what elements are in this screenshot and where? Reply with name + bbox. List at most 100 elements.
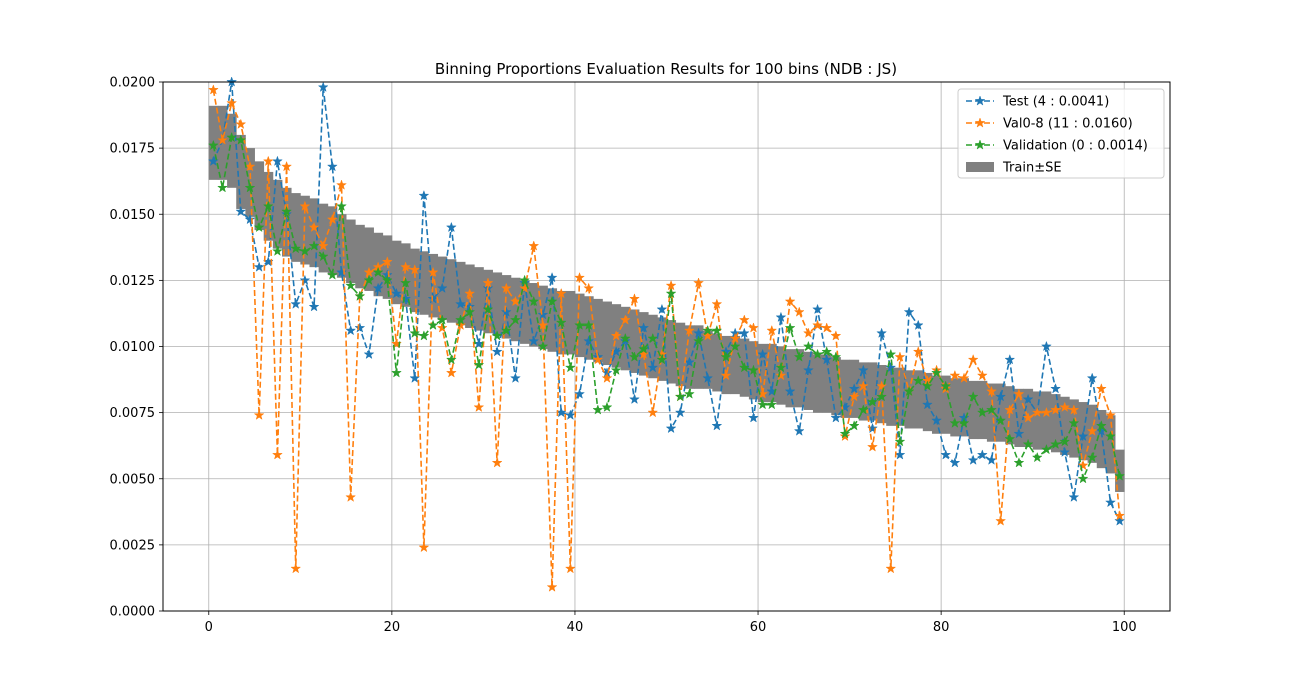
data-point [1031, 406, 1043, 418]
data-point [564, 562, 576, 574]
data-point [345, 279, 357, 291]
data-point [1105, 409, 1116, 420]
y-tick-label: 0.0075 [110, 406, 156, 421]
data-point [986, 454, 997, 465]
series-line [212, 89, 1121, 588]
data-point [336, 200, 347, 211]
band-bin [602, 301, 612, 366]
band-bin [1105, 415, 1116, 474]
legend: Test (4 : 0.0041) Val0-8 (11 : 0.0160) Val… [957, 88, 1165, 179]
data-point [519, 274, 531, 286]
data-point [271, 449, 283, 460]
data-point [885, 361, 897, 373]
band-bin [1096, 409, 1107, 469]
data-point [445, 367, 457, 378]
data-point [363, 266, 375, 278]
data-point [711, 420, 723, 431]
data-point [711, 324, 723, 336]
data-point [354, 322, 366, 333]
data-point [729, 332, 741, 344]
y-tick-label: 0.0150 [110, 208, 156, 223]
data-point [857, 404, 869, 415]
band-bin [931, 375, 942, 434]
data-point [821, 353, 833, 365]
y-tick-label: 0.0125 [110, 274, 156, 289]
band-bin [1050, 394, 1061, 453]
x-tick-label: 20 [384, 620, 401, 635]
data-point [464, 287, 476, 299]
band-bin [712, 333, 722, 392]
data-point [619, 332, 631, 344]
data-point [509, 372, 521, 383]
band-bin [529, 283, 539, 347]
band-bin [730, 335, 741, 395]
data-point [738, 314, 750, 325]
data-point [491, 346, 503, 357]
data-point [601, 372, 613, 383]
data-point [628, 393, 640, 405]
band-bin [428, 253, 439, 318]
data-point [409, 327, 421, 338]
data-point [647, 406, 659, 418]
band-bin [364, 227, 374, 291]
data-point [1013, 388, 1025, 399]
band-bin [657, 317, 667, 381]
data-point [290, 242, 302, 254]
data-point [336, 266, 347, 278]
chart-title: Binning Proportions Evaluation Results f… [435, 60, 897, 78]
band-bin [785, 349, 796, 408]
data-point [839, 428, 851, 439]
data-point [372, 266, 384, 278]
data-point [217, 182, 228, 193]
band-bin [803, 351, 814, 410]
x-tick-label: 0 [205, 620, 213, 635]
data-point [876, 327, 888, 338]
band-bin [217, 105, 228, 180]
y-axis: 0.0000 0.0025 0.0050 0.0075 0.0100 0.0125 0.01… [110, 76, 163, 620]
data-point [885, 348, 897, 360]
band-bin [401, 243, 411, 307]
data-point [1068, 417, 1080, 428]
band-bin [455, 261, 466, 326]
data-point [390, 367, 402, 378]
band-bin [758, 343, 768, 403]
x-tick-label: 40 [567, 620, 584, 635]
data-point [390, 287, 402, 299]
data-point [848, 383, 860, 394]
data-point [793, 351, 805, 362]
data-point [473, 359, 485, 370]
data-point [1086, 425, 1098, 436]
data-point [1114, 470, 1126, 481]
band-bin [812, 354, 823, 413]
data-point [976, 369, 988, 381]
data-point [876, 390, 888, 402]
data-point [610, 364, 622, 375]
data-point [949, 417, 961, 428]
data-point [217, 134, 228, 145]
data-point [455, 298, 467, 309]
band-bin [950, 378, 960, 437]
data-point [271, 155, 283, 167]
data-point [729, 340, 741, 352]
data-point [326, 269, 338, 280]
data-point [638, 343, 650, 354]
data-point [445, 221, 457, 233]
data-point [866, 441, 878, 452]
data-point [271, 245, 283, 256]
band-bin [565, 290, 576, 355]
band-bin [968, 380, 979, 440]
band-bin [794, 349, 805, 408]
band-bin [1115, 449, 1125, 492]
band-bin [941, 375, 951, 434]
band-bin [822, 354, 832, 413]
data-point [683, 324, 695, 336]
data-point [1050, 404, 1062, 415]
data-point [592, 353, 604, 365]
data-point [693, 277, 705, 288]
y-tick-label: 0.0025 [110, 538, 156, 553]
data-point [894, 435, 906, 447]
legend-marker [974, 139, 986, 150]
data-point [409, 264, 421, 275]
data-point [784, 322, 796, 333]
